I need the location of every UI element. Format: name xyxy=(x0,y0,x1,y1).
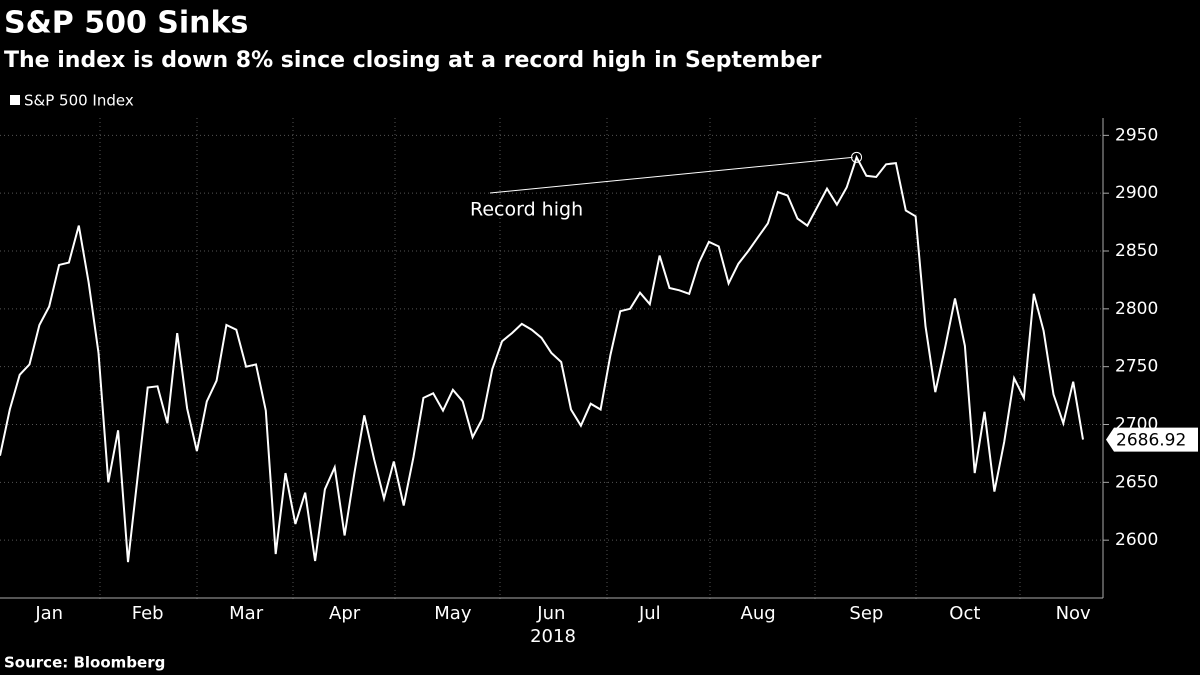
x-tick-label: Nov xyxy=(1056,603,1091,624)
x-tick-label: May xyxy=(434,603,472,624)
month-separators xyxy=(99,118,1021,600)
y-tick-label: 2900 xyxy=(1115,183,1158,203)
y-tick-label: 2950 xyxy=(1115,125,1158,145)
legend-swatch xyxy=(10,95,20,105)
y-tick-label: 2850 xyxy=(1115,241,1158,261)
chart-title: S&P 500 Sinks xyxy=(4,6,248,41)
legend-label: S&P 500 Index xyxy=(24,92,134,110)
x-tick-label: Jun xyxy=(536,603,565,624)
annotation-marker xyxy=(851,151,863,163)
y-tick-label: 2600 xyxy=(1115,530,1158,550)
last-value-box xyxy=(1106,427,1198,452)
y-tick-label: 2650 xyxy=(1115,472,1158,492)
source: Source: Bloomberg xyxy=(4,654,165,672)
chart-subtitle: The index is down 8% since closing at a … xyxy=(4,48,821,73)
x-tick-label: Apr xyxy=(329,603,361,624)
y-tick-label: 2750 xyxy=(1115,357,1158,377)
line xyxy=(0,154,1084,563)
y-tick-label: 2800 xyxy=(1115,299,1158,319)
x-tick-label: Feb xyxy=(132,603,164,624)
x-tick-label: Jan xyxy=(34,603,63,624)
annotation-text: Record high xyxy=(470,199,583,221)
annotation-line xyxy=(489,156,853,194)
x-tick-label: Jul xyxy=(638,603,661,624)
x-tick-label: Aug xyxy=(741,603,776,624)
x-axis-label: 2018 xyxy=(530,626,576,647)
x-tick-label: Mar xyxy=(229,603,264,624)
x-tick-label: Sep xyxy=(849,603,883,624)
x-tick-label: Oct xyxy=(949,603,980,624)
last-value-label: 2686.92 xyxy=(1116,431,1186,451)
